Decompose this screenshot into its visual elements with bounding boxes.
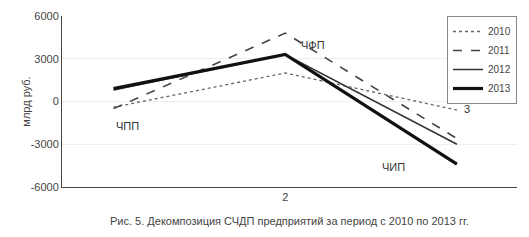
svg-text:2: 2 [282,191,288,203]
svg-text:3: 3 [464,103,470,115]
svg-text:2011: 2011 [488,45,510,56]
svg-text:-6000: -6000 [31,181,59,193]
svg-text:2010: 2010 [488,26,511,37]
svg-text:0: 0 [53,95,59,107]
svg-text:2013: 2013 [488,83,511,94]
svg-text:3000: 3000 [34,53,58,65]
svg-text:-3000: -3000 [31,138,59,150]
svg-text:Рис. 5. Декомпозиция СЧДП пред: Рис. 5. Декомпозиция СЧДП предприятий за… [110,215,469,227]
svg-text:6000: 6000 [34,10,58,22]
svg-text:ЧИП: ЧИП [382,161,405,173]
svg-text:ЧПП: ЧПП [116,120,139,132]
svg-text:млрд руб.: млрд руб. [20,76,32,126]
svg-text:2012: 2012 [488,64,511,75]
svg-text:ЧФП: ЧФП [301,39,325,51]
